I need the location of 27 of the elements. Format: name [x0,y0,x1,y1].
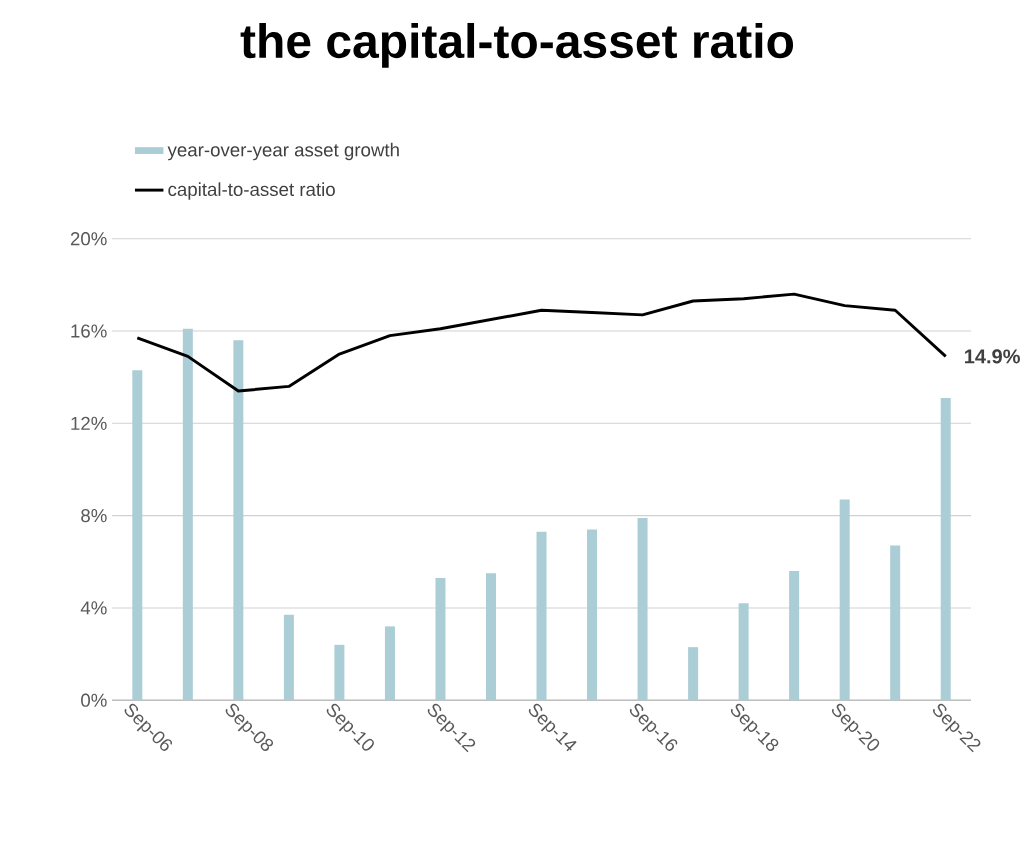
y-tick-label: 8% [81,508,107,523]
data-label: 14.9% [965,349,1020,364]
bar [738,603,749,701]
bar [587,529,598,701]
bar [435,577,446,701]
legend-label: year-over-year asset growth [167,142,399,161]
bar [839,499,850,701]
bar [536,531,547,701]
bar [182,328,193,701]
legend-label: capital-to-asset ratio [168,182,335,200]
bar [283,614,294,701]
bar [890,545,901,701]
y-tick-label: 0% [81,693,107,707]
chart-title: the capital-to-asset ratio [240,22,794,68]
bar [637,517,648,701]
bar [334,644,345,701]
y-tick-label: 20% [70,231,107,246]
bar [132,370,143,701]
y-tick-label: 4% [80,601,107,615]
bar [688,647,699,701]
bar [940,397,951,701]
bar [384,626,395,701]
y-tick-label: 16% [71,324,107,338]
bar [233,340,244,701]
y-tick-label: 12% [71,416,107,430]
bar [789,570,800,701]
bar [485,573,496,701]
